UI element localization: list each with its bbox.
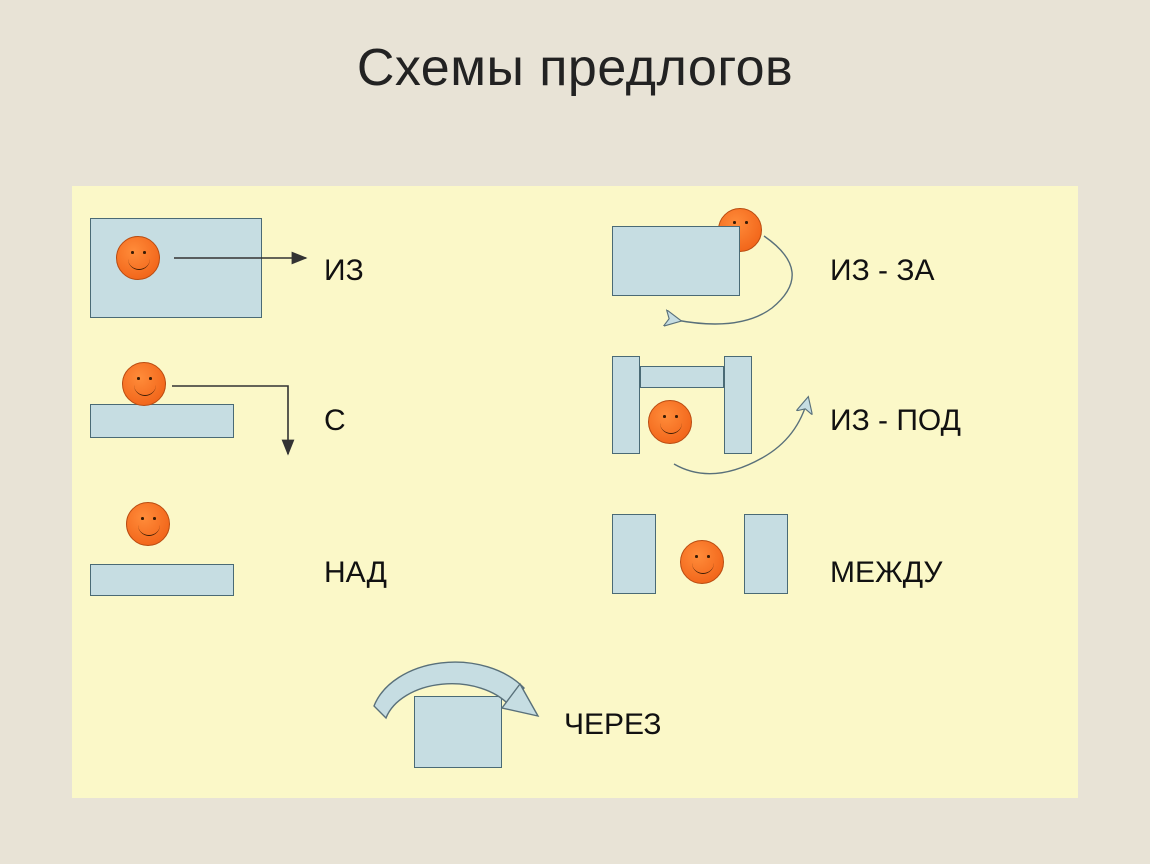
page-title: Схемы предлогов	[0, 38, 1150, 98]
box	[612, 356, 640, 454]
diagram-panel: ИЗ С НАД	[72, 186, 1078, 798]
ball-icon	[122, 362, 166, 406]
label-mezhdu: МЕЖДУ	[830, 556, 942, 590]
ball-icon	[126, 502, 170, 546]
label-iz-za: ИЗ - ЗА	[830, 254, 934, 288]
ball-icon	[648, 400, 692, 444]
box	[90, 218, 262, 318]
label-nad: НАД	[324, 556, 387, 590]
box	[612, 226, 740, 296]
label-cherez: ЧЕРЕЗ	[564, 708, 662, 742]
box	[744, 514, 788, 594]
box	[640, 366, 724, 388]
box	[414, 696, 502, 768]
box	[612, 514, 656, 594]
ball-icon	[680, 540, 724, 584]
label-iz: ИЗ	[324, 254, 364, 288]
box	[724, 356, 752, 454]
ball-icon	[116, 236, 160, 280]
box	[90, 404, 234, 438]
label-s: С	[324, 404, 346, 438]
label-iz-pod: ИЗ - ПОД	[830, 404, 961, 438]
box	[90, 564, 234, 596]
